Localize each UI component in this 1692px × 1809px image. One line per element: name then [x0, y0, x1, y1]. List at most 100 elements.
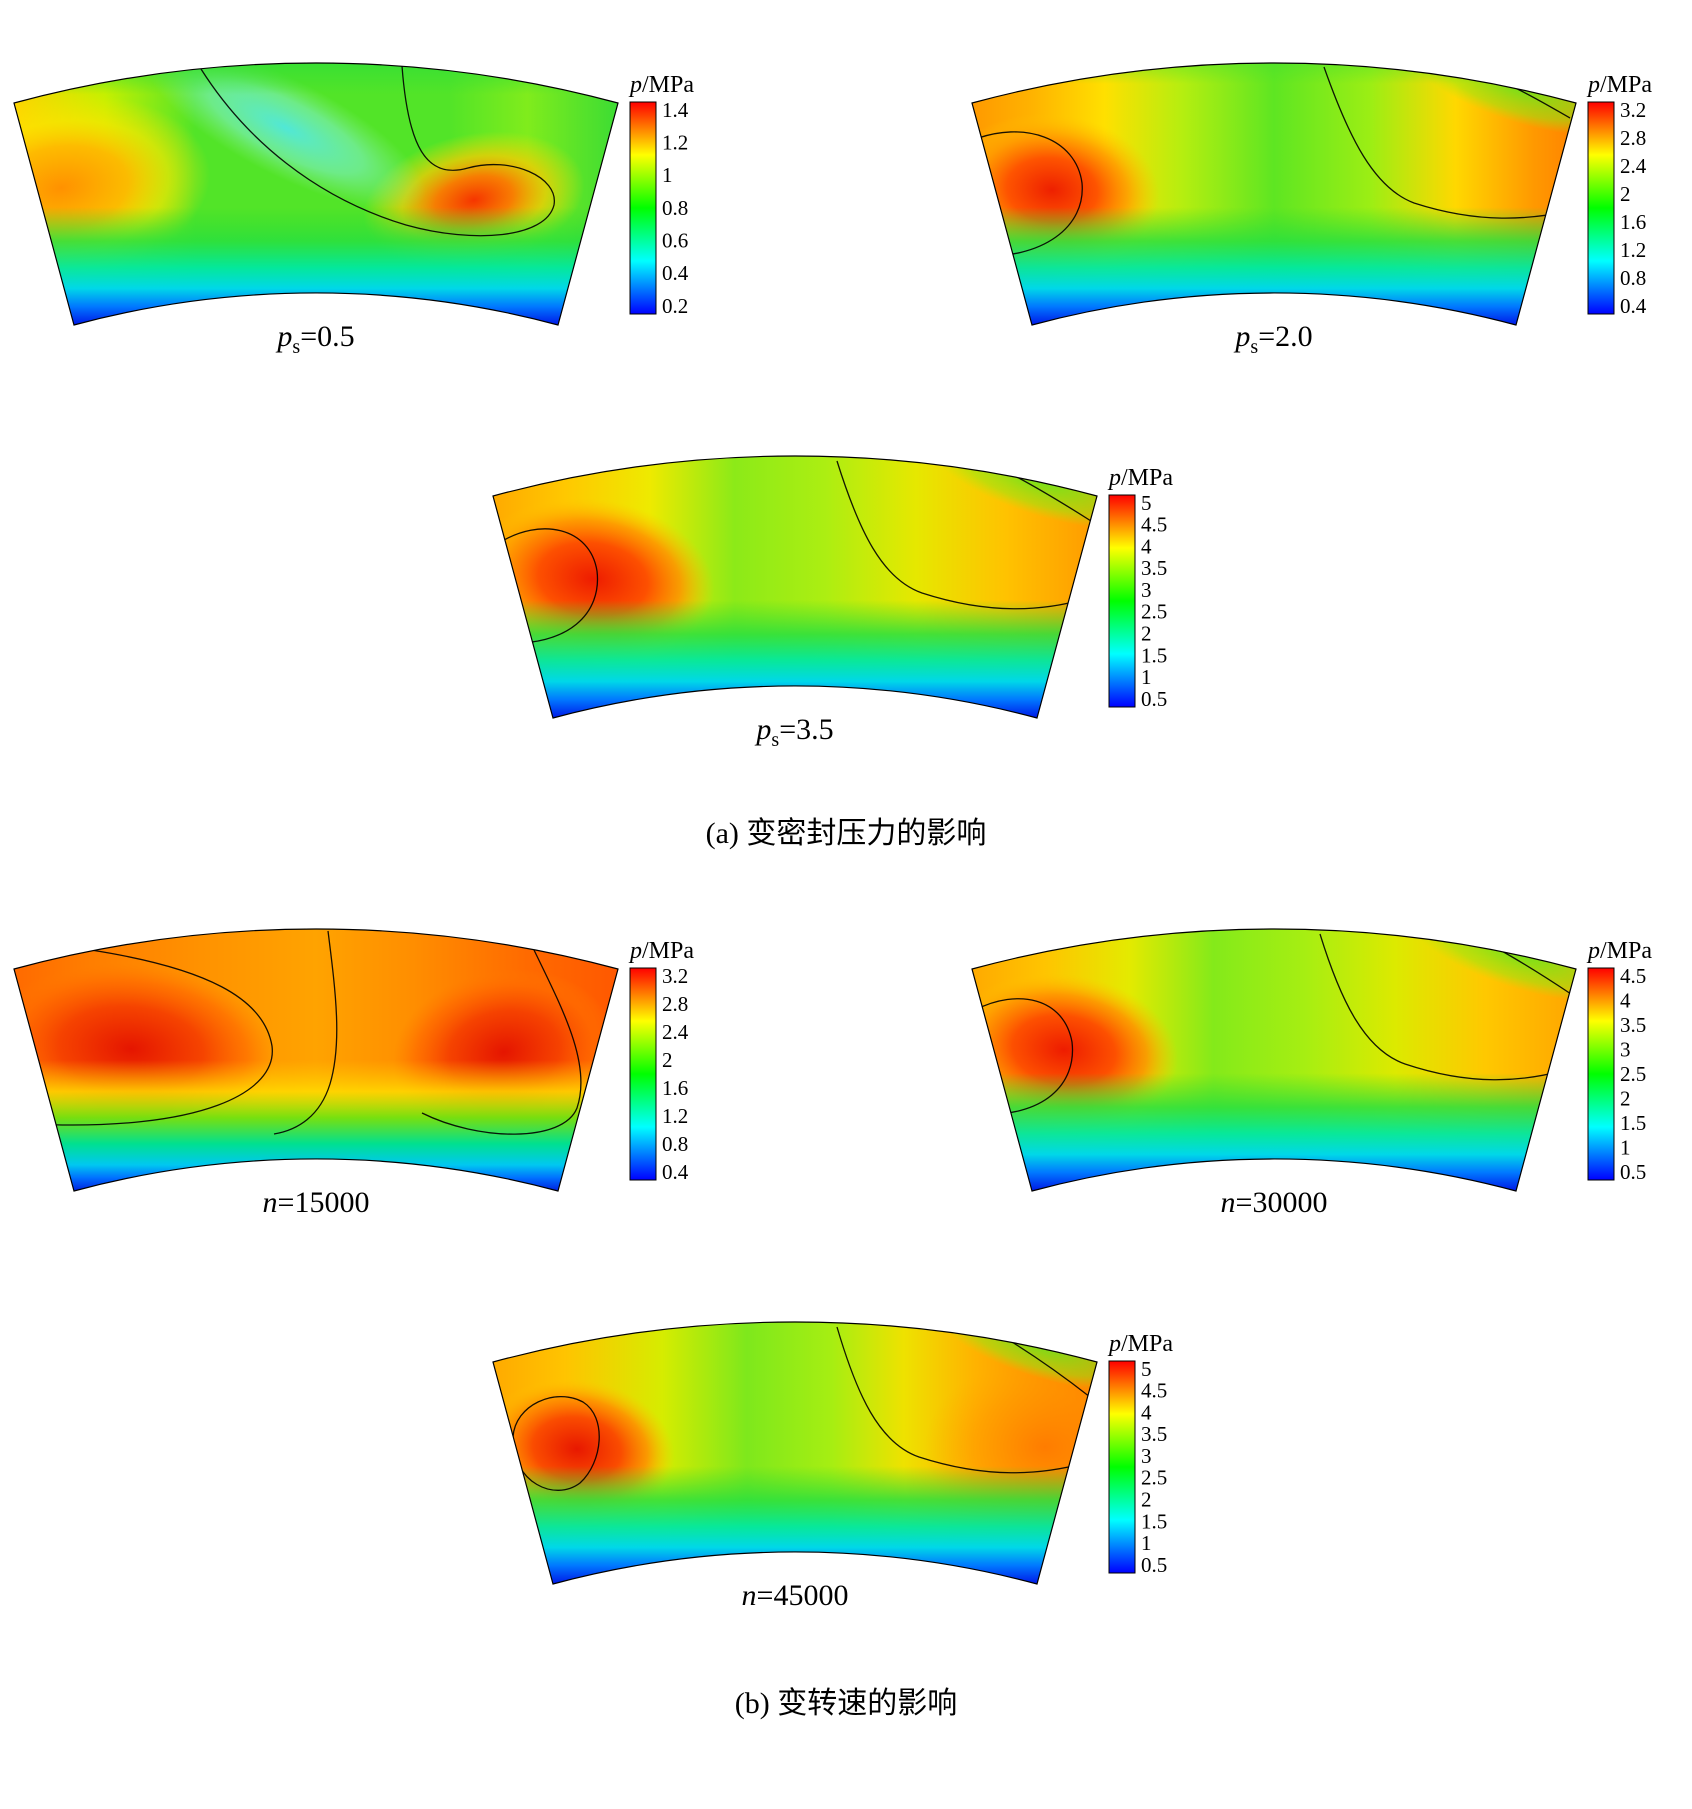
- panel-label: n=15000: [263, 1186, 370, 1219]
- pressure-field: [493, 1321, 1097, 1585]
- colorbar-tick-label: 0.8: [662, 196, 688, 220]
- colorbar-tick-label: 0.8: [662, 1132, 688, 1156]
- colorbar-tick-label: 3.5: [1141, 1422, 1167, 1446]
- colorbar-tick-label: 4: [1141, 534, 1152, 558]
- row-speed-bottom: n=45000 p/MPa 5 4.5 4 3.5 3 2.5 2 1.5 1 0.5: [0, 1287, 1692, 1622]
- pressure-field: [14, 928, 618, 1192]
- colorbar-tick-label: 1: [1141, 665, 1152, 689]
- colorbar-tick-label: 0.5: [1141, 1553, 1167, 1577]
- colorbar-tick-label: 2.5: [1141, 1466, 1167, 1490]
- row-speed-top: n=15000 p/MPa 3.2 2.8 2.4 2 1.6 1.2 0.8 0.4 n=300…: [0, 894, 1692, 1229]
- colorbar-tick-label: 2: [1620, 182, 1631, 206]
- colorbar-tick-label: 3: [1141, 1444, 1152, 1468]
- row-seal-pressure-top: ps=0.5 p/MPa 1.4 1.2 1 0.8 0.6 0.4 0.2 ps=2.0 p/M…: [0, 28, 1692, 363]
- colorbar-gradient: [1108, 494, 1136, 708]
- colorbar-tick-label: 1.6: [662, 1076, 688, 1100]
- colorbar-tick-label: 5: [1141, 491, 1152, 515]
- colorbar-tick-label: 4.5: [1141, 1379, 1167, 1403]
- colorbar-gradient: [1108, 1360, 1136, 1574]
- colorbar-tick-label: 1: [1620, 1135, 1631, 1159]
- pressure-field: [493, 455, 1097, 719]
- contour-line: [1319, 933, 1566, 1081]
- pressure-field: [972, 928, 1576, 1192]
- colorbar-tick-label: 2: [662, 1048, 673, 1072]
- colorbar-gradient: [629, 967, 657, 1181]
- contour-line: [512, 1396, 600, 1491]
- panel-slot-n30000: n=30000 p/MPa 4.5 4 3.5 3 2.5 2 1.5 1 0.5: [964, 894, 1686, 1229]
- colorbar-tick-label: 1.5: [1620, 1111, 1646, 1135]
- sector-outline: [13, 928, 619, 1192]
- colorbar-tick-label: 3.5: [1141, 556, 1167, 580]
- contour-line: [421, 949, 582, 1135]
- colorbar-tick-label: 1.2: [1620, 238, 1646, 262]
- contour-line: [836, 460, 1086, 610]
- contour-line: [972, 131, 1083, 257]
- colorbar-tick-label: 0.4: [1620, 294, 1647, 318]
- colorbar-tick-label: 2: [1141, 621, 1152, 645]
- pressure-field: [14, 62, 618, 326]
- panel-label: n=30000: [1221, 1186, 1328, 1219]
- colorbar-tick-label: 2.4: [1620, 154, 1647, 178]
- colorbar-tick-label: 0.5: [1141, 687, 1167, 711]
- panel-slot-ps05: ps=0.5 p/MPa 1.4 1.2 1 0.8 0.6 0.4 0.2: [6, 28, 728, 363]
- contour-plot-ps35: ps=3.5: [492, 455, 1098, 751]
- colorbar-title: p/MPa: [1586, 74, 1652, 98]
- colorbar-tick-label: 1.5: [1141, 1509, 1167, 1533]
- contour-line: [273, 930, 338, 1135]
- colorbar-tick-label: 0.6: [662, 228, 688, 252]
- contour-plot-ps20: ps=2.0: [971, 62, 1577, 358]
- panel-ps05: ps=0.5 p/MPa 1.4 1.2 1 0.8 0.6 0.4 0.2: [6, 28, 728, 363]
- panel-n45000: n=45000 p/MPa 5 4.5 4 3.5 3 2.5 2 1.5 1 0.5: [485, 1287, 1207, 1622]
- colorbar-tick-label: 3.2: [662, 964, 688, 988]
- colorbar-tick-label: 4.5: [1141, 513, 1167, 537]
- colorbar-tick-label: 4: [1141, 1400, 1152, 1424]
- colorbar-tick-label: 3.2: [1620, 98, 1646, 122]
- colorbar-tick-label: 3.5: [1620, 1013, 1646, 1037]
- panel-ps20: ps=2.0 p/MPa 3.2 2.8 2.4 2 1.6 1.2 0.8 0.4: [964, 28, 1686, 363]
- contour-line: [974, 998, 1074, 1115]
- colorbar-tick-label: 5: [1141, 1357, 1152, 1381]
- contour-line: [498, 528, 599, 644]
- caption-a: (a) 变密封压力的影响: [705, 817, 987, 850]
- panel-label: ps=0.5: [275, 320, 354, 358]
- colorbar-gradient: [1587, 101, 1615, 315]
- panel-slot-n15000: n=15000 p/MPa 3.2 2.8 2.4 2 1.6 1.2 0.8 0.4: [6, 894, 728, 1229]
- contour-line: [1499, 949, 1572, 995]
- colorbar-tick-label: 1.6: [1620, 210, 1646, 234]
- panel-n15000: n=15000 p/MPa 3.2 2.8 2.4 2 1.6 1.2 0.8 0.4: [6, 894, 728, 1229]
- colorbar-tick-label: 1.5: [1141, 643, 1167, 667]
- panel-label: n=45000: [742, 1579, 849, 1612]
- contour-plot-ps05: ps=0.5: [13, 62, 619, 358]
- panel-ps35: ps=3.5 p/MPa 5 4.5 4 3.5 3 2.5 2 1.5 1 0.5: [485, 421, 1207, 756]
- panel-label: ps=2.0: [1233, 320, 1312, 358]
- colorbar-tick-label: 1: [1141, 1531, 1152, 1555]
- contour-line: [1323, 66, 1576, 219]
- contour-plot-n15000: n=15000: [13, 928, 619, 1219]
- sector-outline: [971, 928, 1577, 1192]
- panel-slot-ps35: ps=3.5 p/MPa 5 4.5 4 3.5 3 2.5 2 1.5 1 0.5: [485, 421, 1207, 756]
- sector-outline: [492, 1321, 1098, 1585]
- colorbar-tick-label: 1: [662, 163, 673, 187]
- panel-label: ps=3.5: [754, 713, 833, 751]
- colorbar-tick-label: 1.2: [662, 130, 688, 154]
- caption-b: (b) 变转速的影响: [734, 1687, 958, 1720]
- panel-slot-n45000: n=45000 p/MPa 5 4.5 4 3.5 3 2.5 2 1.5 1 0.5: [485, 1287, 1207, 1622]
- contour-plot-n30000: n=30000: [971, 928, 1577, 1219]
- colorbar-tick-label: 2.8: [662, 992, 688, 1016]
- colorbar-tick-label: 2.4: [662, 1020, 689, 1044]
- colorbar-tick-label: 2: [1620, 1086, 1631, 1110]
- contour-line: [200, 65, 555, 237]
- colorbar-tick-label: 3: [1620, 1037, 1631, 1061]
- panel-n30000: n=30000 p/MPa 4.5 4 3.5 3 2.5 2 1.5 1 0.5: [964, 894, 1686, 1229]
- contour-line: [1011, 1341, 1091, 1398]
- colorbar-gradient: [629, 101, 657, 315]
- colorbar-tick-label: 1.2: [662, 1104, 688, 1128]
- colorbar-tick-label: 0.2: [662, 294, 688, 318]
- contour-plot-n45000: n=45000: [492, 1321, 1098, 1612]
- colorbar-title: p/MPa: [628, 940, 694, 964]
